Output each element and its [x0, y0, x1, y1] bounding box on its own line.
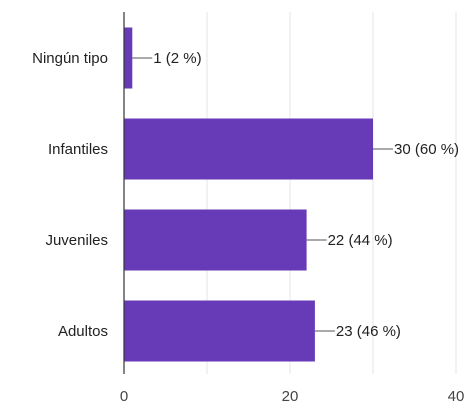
x-tick-label-40: 40	[448, 388, 465, 405]
category-label-3: Adultos	[58, 323, 108, 340]
category-label-1: Infantiles	[48, 141, 108, 158]
labels: 1 (2 %) Ningún tipo 30 (60 %) Infantiles 22 …	[32, 50, 464, 405]
bars	[124, 27, 373, 362]
bar-0	[124, 27, 133, 89]
category-label-0: Ningún tipo	[32, 50, 108, 67]
category-label-2: Juveniles	[45, 232, 108, 249]
data-label-1: 30 (60 %)	[394, 141, 459, 158]
data-label-3: 23 (46 %)	[336, 323, 401, 340]
bar-2	[124, 209, 307, 271]
data-label-0: 1 (2 %)	[153, 50, 201, 67]
bar-3	[124, 300, 315, 362]
x-tick-label-20: 20	[282, 388, 299, 405]
bar-1	[124, 118, 373, 180]
data-label-2: 22 (44 %)	[328, 232, 393, 249]
x-tick-label-0: 0	[120, 388, 128, 405]
